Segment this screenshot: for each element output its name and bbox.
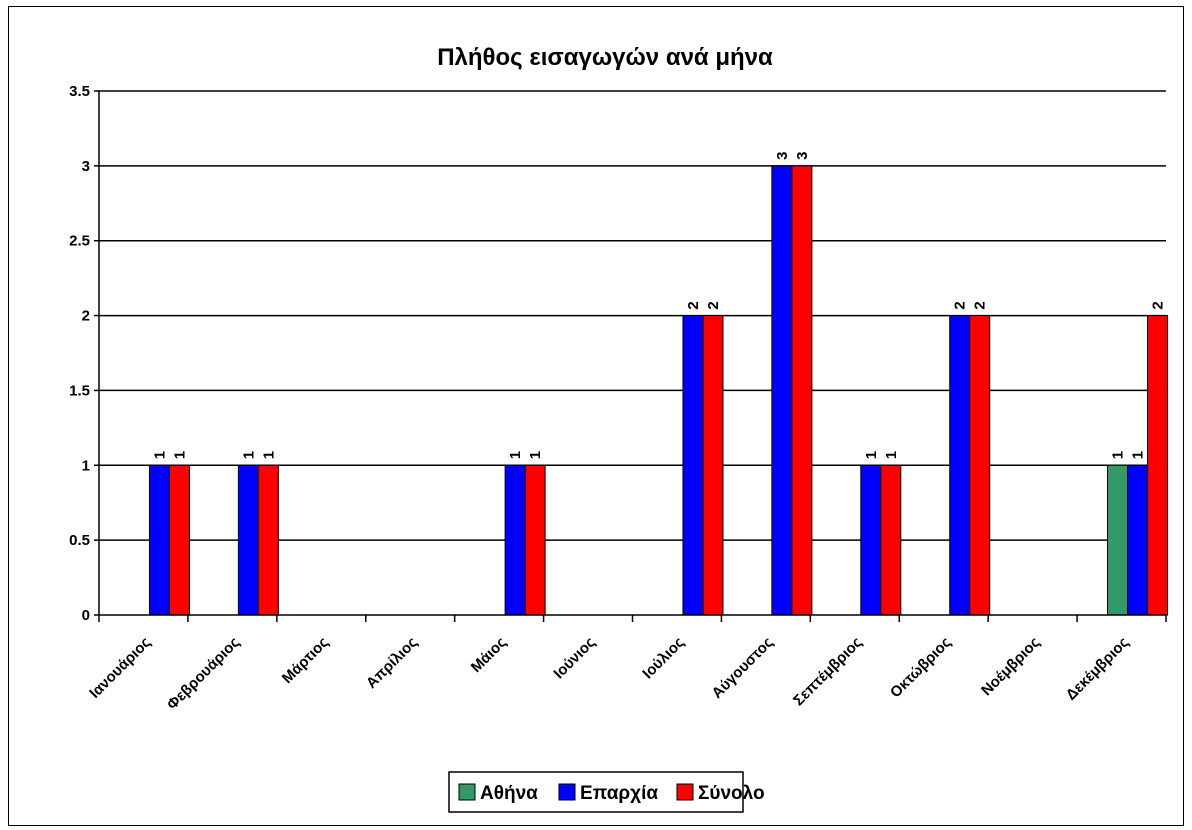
data-label: 3 — [774, 152, 791, 160]
bar — [148, 464, 170, 616]
data-label: 3 — [794, 152, 811, 160]
bars — [148, 165, 1169, 616]
bar — [1127, 464, 1149, 616]
category-label: Ιούνιος — [550, 634, 599, 683]
axes: 0 0.5 1 1.5 2 2.5 3 3.5 Ιανουάριος Φεβρουάριος Μάρ… — [69, 83, 1167, 714]
bar — [504, 464, 526, 616]
data-label: 1 — [863, 451, 880, 459]
category-label: Αύγουστος — [709, 634, 777, 702]
data-labels: 1 1 1 1 1 12 23 31 12 21 12 — [151, 152, 1166, 460]
category-label: Σεπτέμβριος — [790, 634, 866, 710]
chart-title: Πλήθος εισαγωγών ανά μήνα — [437, 44, 773, 71]
y-tick-label: 3 — [82, 158, 90, 175]
bar — [168, 464, 190, 616]
category-label: Φεβρουάριος — [164, 634, 244, 714]
data-label: 1 — [171, 451, 188, 459]
data-label: 1 — [240, 451, 257, 459]
category-label: Οκτώβριος — [887, 634, 955, 702]
data-label: 1 — [507, 451, 524, 459]
legend-label: Αθήνα — [480, 783, 538, 804]
legend-label: Σύνολο — [698, 783, 765, 804]
data-label: 2 — [972, 301, 989, 309]
bar — [682, 315, 704, 616]
legend-swatch — [558, 783, 576, 801]
bar — [969, 315, 991, 616]
category-label: Μάιος — [468, 634, 510, 676]
legend: Αθήνα Επαρχία Σύνολο — [448, 771, 765, 813]
bar — [1107, 464, 1129, 616]
data-label: 2 — [1150, 301, 1167, 309]
bar — [524, 464, 546, 616]
legend-label: Επαρχία — [580, 783, 658, 804]
category-label: Μάρτιος — [279, 634, 332, 687]
y-tick-label: 2 — [82, 308, 90, 325]
bar — [880, 464, 902, 616]
legend-swatch — [676, 783, 694, 801]
data-label: 1 — [527, 451, 544, 459]
data-label: 1 — [260, 451, 277, 459]
y-tick-label: 0 — [82, 607, 90, 624]
data-label: 2 — [952, 301, 969, 309]
y-tick-label: 0.5 — [69, 532, 90, 549]
bar — [771, 165, 793, 616]
y-tick-label: 1.5 — [69, 382, 90, 399]
y-tick-label: 1 — [82, 457, 90, 474]
data-label: 1 — [1110, 451, 1127, 459]
data-label: 2 — [705, 301, 722, 309]
category-label: Απρίλιος — [363, 634, 421, 692]
y-tick-label: 3.5 — [69, 83, 90, 100]
category-label: Δεκέμβριος — [1063, 634, 1133, 704]
category-label: Νοέμβριος — [978, 634, 1044, 700]
legend-swatch — [458, 783, 476, 801]
category-label: Ιανουάριος — [86, 634, 154, 702]
bar — [702, 315, 724, 616]
chart-frame: Πλήθος εισαγωγών ανά μήνα 0 0.5 1 1.5 2 2.5 3 3… — [8, 6, 1184, 826]
bar-chart: Πλήθος εισαγωγών ανά μήνα 00.511.522.533… — [69, 44, 1169, 813]
data-label: 1 — [151, 451, 168, 459]
category-label: Ιούλιος — [639, 634, 688, 683]
bar — [860, 464, 882, 616]
data-label: 1 — [1130, 451, 1147, 459]
bar — [1147, 315, 1169, 616]
bar — [949, 315, 971, 616]
legend-box — [448, 771, 744, 813]
data-label: 2 — [685, 301, 702, 309]
bar — [257, 464, 279, 616]
bar — [237, 464, 259, 616]
y-tick-label: 2.5 — [69, 233, 90, 250]
data-label: 1 — [883, 451, 900, 459]
bar — [791, 165, 813, 616]
